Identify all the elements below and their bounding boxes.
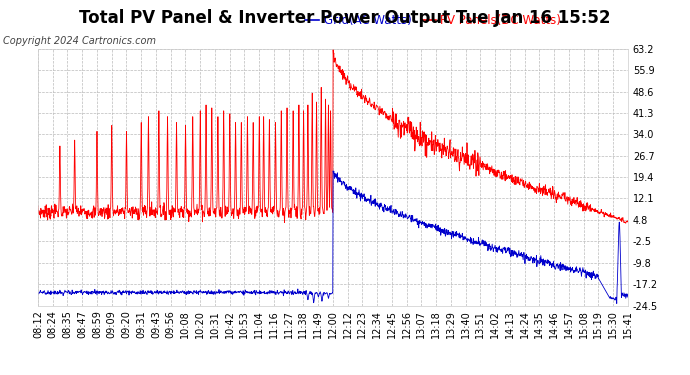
Text: Total PV Panel & Inverter Power Output Tue Jan 16 15:52: Total PV Panel & Inverter Power Output T… <box>79 9 611 27</box>
Text: Copyright 2024 Cartronics.com: Copyright 2024 Cartronics.com <box>3 36 157 46</box>
Legend: Grid(AC Watts), PV Panels(DC Watts): Grid(AC Watts), PV Panels(DC Watts) <box>301 10 566 32</box>
